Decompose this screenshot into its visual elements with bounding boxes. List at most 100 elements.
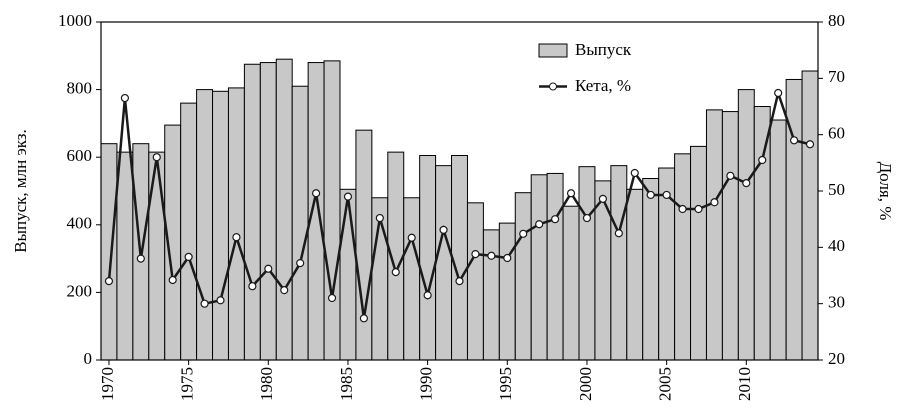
y2-tick-label: 50 <box>828 180 845 199</box>
x-tick-label: 1980 <box>257 367 276 401</box>
bar <box>291 85 309 361</box>
bar <box>642 177 660 361</box>
marker <box>758 155 767 165</box>
y-tick-label: 400 <box>67 214 93 233</box>
bar <box>674 153 692 361</box>
marker <box>152 153 161 162</box>
y-tick-label: 1000 <box>58 11 92 30</box>
marker <box>503 253 512 263</box>
marker <box>200 299 209 308</box>
legend-label: Выпуск <box>575 40 632 59</box>
bar <box>403 197 421 361</box>
marker <box>455 277 464 286</box>
marker <box>519 229 528 238</box>
bar <box>705 109 723 361</box>
y2-tick-label: 60 <box>828 124 845 143</box>
bar <box>626 188 644 361</box>
y-tick-label: 600 <box>67 146 93 165</box>
marker <box>471 249 480 259</box>
bar <box>466 202 484 361</box>
legend-swatch <box>538 43 568 58</box>
marker <box>582 213 592 223</box>
bar <box>323 60 341 361</box>
marker <box>327 293 337 303</box>
x-tick-label: 1990 <box>417 367 436 401</box>
bar <box>355 129 373 361</box>
marker <box>312 189 321 198</box>
marker <box>646 190 655 200</box>
marker <box>550 215 560 224</box>
y-tick-label: 0 <box>84 349 93 368</box>
marker <box>439 225 448 234</box>
bar <box>419 155 437 361</box>
marker <box>614 229 623 238</box>
y-tick-label: 800 <box>67 79 93 98</box>
bar <box>275 58 293 361</box>
marker <box>630 168 639 178</box>
bar <box>594 180 612 361</box>
bar <box>737 89 755 361</box>
marker <box>280 286 289 295</box>
marker <box>805 140 815 149</box>
marker <box>566 189 576 198</box>
marker <box>184 252 193 262</box>
marker <box>296 259 305 268</box>
marker <box>343 192 353 201</box>
bar <box>753 106 771 361</box>
marker <box>535 220 544 229</box>
bar <box>148 151 166 361</box>
y-axis-label: Выпуск, млн экз. <box>11 129 30 253</box>
bar <box>100 143 118 361</box>
marker <box>104 277 114 286</box>
bar <box>227 87 245 361</box>
legend-marker <box>549 82 557 91</box>
bar <box>690 145 707 361</box>
marker <box>407 233 416 242</box>
bar <box>721 111 739 361</box>
bar <box>451 155 468 361</box>
y2-tick-label: 40 <box>828 236 845 255</box>
bar <box>562 205 580 361</box>
x-tick-label: 1975 <box>178 367 197 401</box>
bar <box>212 90 229 361</box>
y-tick-label: 200 <box>67 281 93 300</box>
y2-axis-label: Доля, % <box>876 162 895 221</box>
bar <box>339 188 357 361</box>
bar <box>196 89 214 361</box>
bar <box>578 166 596 361</box>
marker <box>423 291 432 300</box>
marker <box>391 268 400 277</box>
marker <box>710 198 719 207</box>
marker <box>662 190 671 200</box>
y2-tick-label: 70 <box>828 67 845 86</box>
bar <box>435 165 453 361</box>
legend-label: Кета, % <box>575 76 631 95</box>
bar <box>259 62 277 361</box>
bar <box>801 70 819 361</box>
bar <box>769 119 787 361</box>
marker <box>232 233 241 242</box>
marker <box>168 275 177 285</box>
y2-tick-label: 80 <box>828 11 845 30</box>
bar <box>116 151 134 361</box>
x-tick-label: 2005 <box>656 367 675 401</box>
marker <box>742 179 751 188</box>
x-tick-label: 2000 <box>576 367 595 401</box>
bar <box>514 192 532 361</box>
bar <box>498 222 516 361</box>
x-tick-label: 1985 <box>337 367 356 401</box>
marker <box>120 93 130 103</box>
marker <box>694 204 703 214</box>
marker <box>487 251 496 260</box>
marker <box>678 204 687 214</box>
marker <box>359 314 368 323</box>
marker <box>598 194 608 203</box>
marker <box>375 213 384 223</box>
x-tick-label: 1970 <box>98 367 117 401</box>
bar <box>530 174 548 361</box>
bar <box>482 229 500 361</box>
marker <box>136 254 145 263</box>
marker <box>216 296 225 305</box>
bar <box>243 63 261 361</box>
